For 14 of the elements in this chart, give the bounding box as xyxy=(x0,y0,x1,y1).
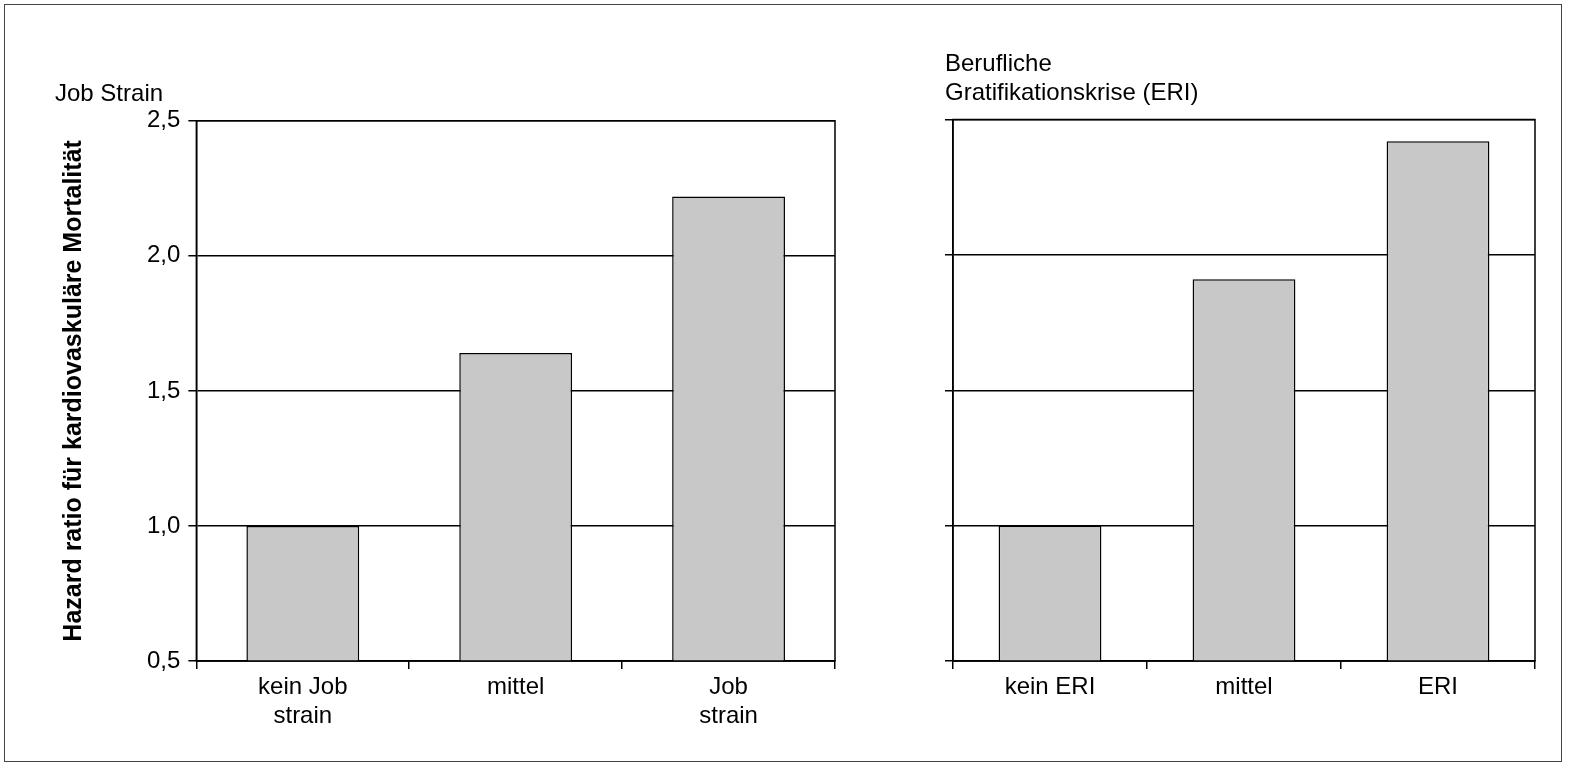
y-tick-label: 1,0 xyxy=(146,510,181,538)
x-tick-label: kein ERI xyxy=(1004,672,1096,700)
x-tick-label: kein Job strain xyxy=(258,672,348,728)
y-tick-label: 2,5 xyxy=(146,105,181,133)
y-axis-title: Hazard ratio für kardiovaskuläre Mortalität xyxy=(57,139,86,642)
y-tick-label: 1,5 xyxy=(146,375,181,403)
x-tick-label: mittel xyxy=(487,672,545,700)
x-tick-label: Job strain xyxy=(699,672,758,728)
y-tick-label: 0,5 xyxy=(146,645,181,673)
chart-title: Berufliche Gratifikationskrise (ERI) xyxy=(945,49,1199,105)
x-tick-label: ERI xyxy=(1417,672,1459,700)
y-tick-label: 2,0 xyxy=(146,240,181,268)
chart-title: Job Strain xyxy=(55,79,164,107)
x-tick-label: mittel xyxy=(1215,672,1273,700)
